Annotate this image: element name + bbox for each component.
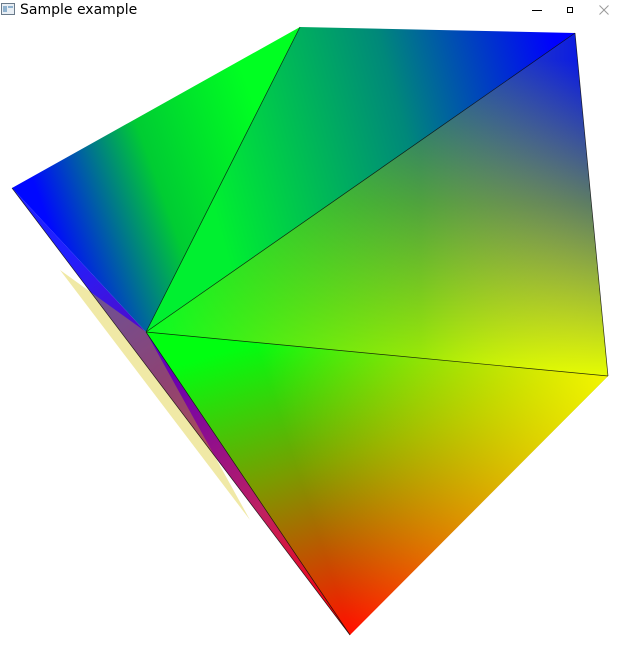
close-icon	[599, 5, 609, 15]
face-right-overlay	[146, 33, 608, 376]
minimize-button[interactable]	[522, 0, 552, 20]
face-top-left	[12, 27, 300, 332]
maximize-button[interactable]	[555, 0, 585, 20]
edge	[145, 331, 351, 636]
window-app-icon	[1, 3, 15, 15]
minimize-icon	[532, 10, 542, 11]
face-bottom-overlay	[146, 332, 608, 635]
edge	[145, 331, 609, 377]
window-title: Sample example	[20, 2, 138, 18]
maximize-icon	[567, 7, 573, 13]
face-top-center	[146, 27, 575, 332]
face-left-sliver-highlight	[60, 270, 250, 520]
edge	[574, 32, 609, 377]
edge	[145, 32, 576, 333]
edge	[11, 187, 351, 636]
render-canvas[interactable]	[0, 20, 626, 648]
edge	[145, 26, 301, 333]
close-button[interactable]	[589, 0, 619, 20]
title-bar[interactable]: Sample example	[0, 0, 626, 20]
polygon-edges	[11, 26, 609, 636]
